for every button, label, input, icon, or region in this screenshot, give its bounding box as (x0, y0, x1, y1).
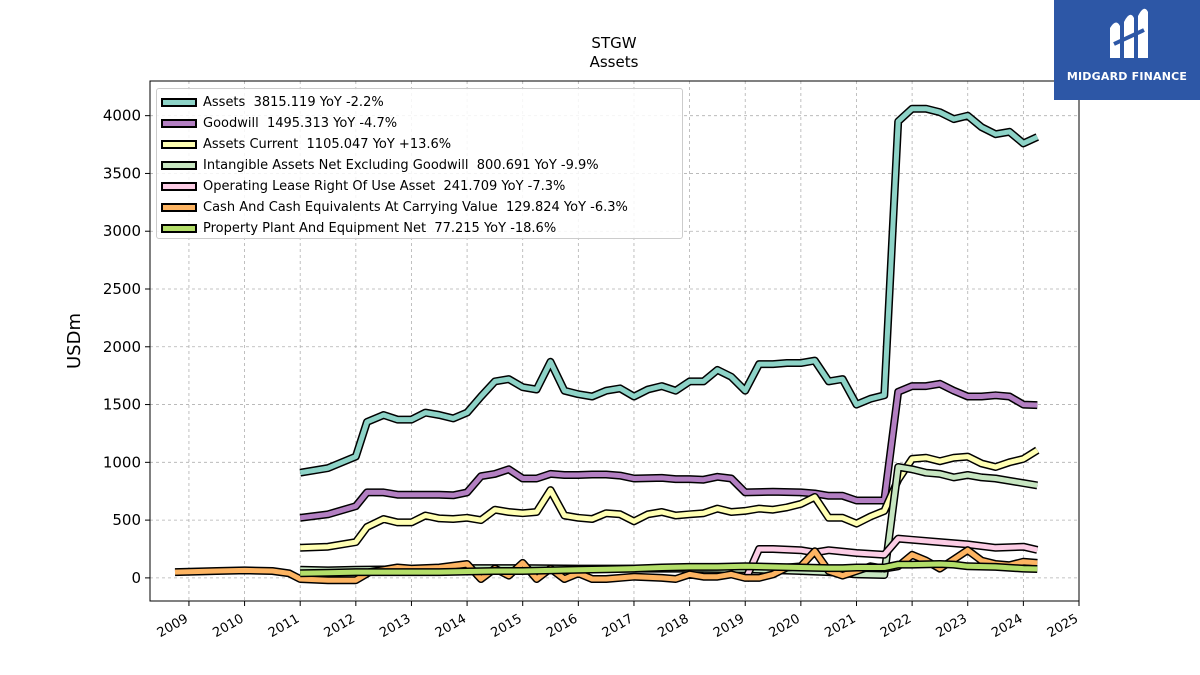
plot-frame (149, 80, 1080, 602)
x-tick-label: 2023 (934, 611, 970, 641)
y-tick-label: 0 (131, 569, 141, 587)
legend-swatch (161, 140, 197, 149)
legend-entry: Intangible Assets Net Excluding Goodwill… (157, 155, 682, 176)
legend-swatch (161, 98, 197, 107)
y-tick-label: 4000 (103, 107, 141, 125)
midgard-finance-logo: MIDGARD FINANCE (1054, 0, 1200, 100)
series-lines (174, 104, 1040, 585)
legend-swatch (161, 224, 197, 233)
legend-swatch (161, 119, 197, 128)
series-line (300, 561, 1038, 576)
x-tick-label: 2014 (433, 611, 469, 641)
y-tick-label: 1500 (103, 396, 141, 414)
legend-swatch (161, 203, 197, 212)
legend-label: Assets Current 1105.047 YoY +13.6% (203, 137, 452, 152)
series-property-plant-and-equipment-net (300, 560, 1038, 578)
legend: Assets 3815.119 YoY -2.2% Goodwill 1495.3… (156, 88, 683, 239)
chart-subtitle: Assets (590, 53, 639, 71)
legend-label: Intangible Assets Net Excluding Goodwill… (203, 158, 599, 173)
series-line (299, 381, 1038, 521)
legend-entry: Assets 3815.119 YoY -2.2% (157, 92, 682, 113)
legend-label: Property Plant And Equipment Net 77.215 … (203, 221, 557, 236)
series-assets-current (300, 446, 1040, 552)
x-tick-label: 2024 (989, 611, 1025, 641)
x-tick-label: 2019 (711, 611, 747, 641)
midgard-m-logo-icon (1110, 8, 1148, 59)
y-tick-label: 1000 (103, 453, 141, 471)
x-tick-label: 2016 (544, 611, 580, 641)
legend-label: Cash And Cash Equivalents At Carrying Va… (203, 200, 628, 215)
legend-entry: Operating Lease Right Of Use Asset 241.7… (157, 176, 682, 197)
legend-swatch (161, 182, 197, 191)
x-tick-label: 2012 (322, 611, 358, 641)
legend-entry: Cash And Cash Equivalents At Carrying Va… (157, 197, 682, 218)
x-tick-label: 2010 (210, 611, 246, 641)
legend-entry: Assets Current 1105.047 YoY +13.6% (157, 134, 682, 155)
x-tick-label: 2022 (878, 611, 914, 641)
series-line (742, 536, 1038, 582)
series-line (300, 448, 1039, 551)
x-tick-label: 2013 (377, 611, 413, 641)
series-assets (299, 104, 1039, 477)
legend-label: Operating Lease Right Of Use Asset 241.7… (203, 179, 566, 194)
x-tick-label: 2009 (155, 611, 191, 641)
legend-entry: Goodwill 1495.313 YoY -4.7% (157, 113, 682, 134)
chart-title: STGW (591, 34, 636, 52)
y-tick-label: 2000 (103, 338, 141, 356)
series-operating-lease-right-of-use-asset (741, 534, 1039, 582)
legend-swatch (161, 161, 197, 170)
logo-text: MIDGARD FINANCE (1066, 70, 1188, 83)
x-tick-label: 2015 (489, 611, 525, 641)
x-tick-label: 2021 (822, 611, 858, 641)
y-axis-label: USDm (64, 313, 85, 369)
y-tick-label: 500 (112, 511, 141, 529)
y-tick-label: 3500 (103, 164, 141, 182)
y-tick-label: 3000 (103, 222, 141, 240)
series-outline (300, 446, 1040, 552)
x-tick-label: 2020 (767, 611, 803, 641)
x-tick-label: 2018 (655, 611, 691, 641)
series-line (299, 106, 1039, 476)
y-tick-label: 2500 (103, 280, 141, 298)
legend-label: Assets 3815.119 YoY -2.2% (203, 95, 384, 110)
series-outline (299, 379, 1038, 522)
x-tick-label: 2025 (1045, 611, 1081, 641)
legend-label: Goodwill 1495.313 YoY -4.7% (203, 116, 398, 131)
series-goodwill (299, 379, 1038, 522)
legend-entry: Property Plant And Equipment Net 77.215 … (157, 218, 682, 239)
x-tick-label: 2017 (600, 611, 636, 641)
x-tick-label: 2011 (266, 611, 302, 641)
